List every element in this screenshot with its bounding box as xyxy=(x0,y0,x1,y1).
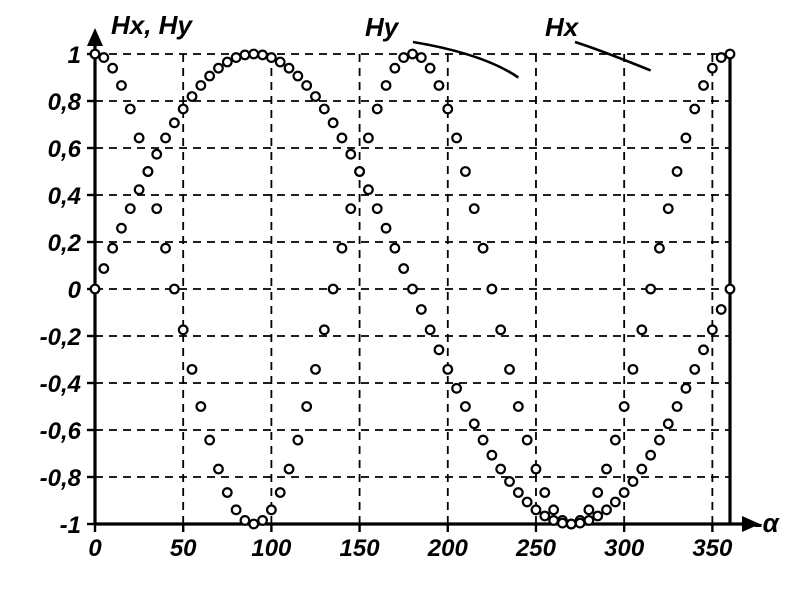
svg-text:100: 100 xyxy=(251,535,292,562)
axes xyxy=(87,28,760,532)
svg-text:150: 150 xyxy=(340,535,381,562)
svg-text:0: 0 xyxy=(68,277,82,304)
svg-text:0,6: 0,6 xyxy=(48,136,82,163)
chart-root: 0 50 100 150 200 250 300 350 -1 -0,8 -0,6 -0,4 -0,2 0… xyxy=(0,0,800,590)
curve-label-hy: Hy xyxy=(365,12,398,43)
svg-text:-1: -1 xyxy=(60,512,81,539)
svg-text:0: 0 xyxy=(88,535,102,562)
x-axis-title: -α xyxy=(754,508,779,539)
data-points xyxy=(91,50,735,529)
svg-text:300: 300 xyxy=(604,535,645,562)
svg-text:0,2: 0,2 xyxy=(48,230,82,257)
curve-label-hx: Hx xyxy=(545,12,578,43)
svg-text:200: 200 xyxy=(427,535,469,562)
svg-text:250: 250 xyxy=(515,535,557,562)
svg-text:350: 350 xyxy=(692,535,733,562)
svg-text:0,4: 0,4 xyxy=(48,183,81,210)
chart-svg: 0 50 100 150 200 250 300 350 -1 -0,8 -0,6 -0,4 -0,2 0… xyxy=(0,0,800,590)
svg-text:1: 1 xyxy=(68,42,81,69)
svg-text:-0,6: -0,6 xyxy=(40,418,82,445)
svg-text:-0,8: -0,8 xyxy=(40,465,82,492)
svg-text:0,8: 0,8 xyxy=(48,89,82,116)
y-axis-title: Hx, Hy xyxy=(111,10,192,41)
svg-text:-0,4: -0,4 xyxy=(40,371,81,398)
svg-text:50: 50 xyxy=(170,535,197,562)
svg-text:-0,2: -0,2 xyxy=(40,324,82,351)
